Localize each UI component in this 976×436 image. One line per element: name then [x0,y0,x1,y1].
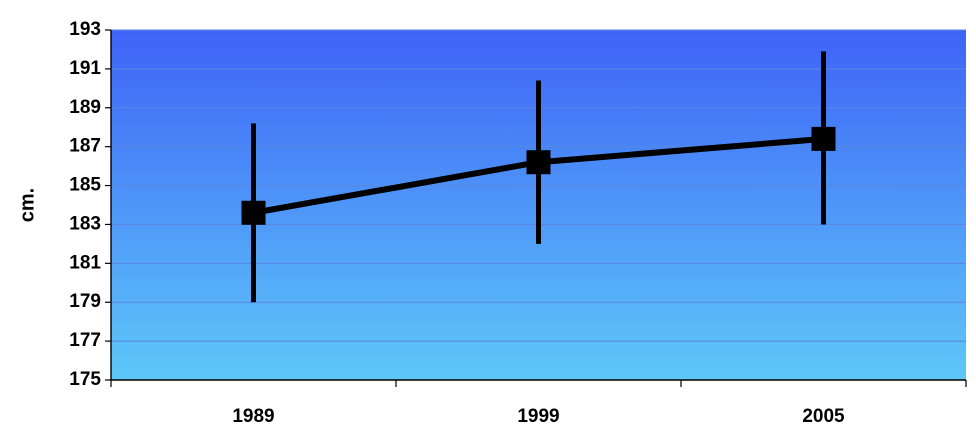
y-tick-label-185: 185 [69,175,101,196]
x-tick-label-1989: 1989 [232,406,274,427]
y-tick-label-179: 179 [69,291,101,312]
data-markers [241,126,836,225]
data-point-1989 [241,200,266,225]
x-tick-label-1999: 1999 [517,406,559,427]
y-tick-label-183: 183 [69,213,101,234]
data-point-2005 [811,126,836,151]
x-tick-labels: 1989 1999 2005 [232,406,845,427]
y-tick-label-181: 181 [69,252,101,273]
y-axis-title: cm. [16,188,38,222]
y-tick-label-189: 189 [69,97,101,118]
y-tick-label-193: 193 [69,19,101,40]
axes [105,29,967,387]
data-point-1999 [526,150,551,175]
y-tick-label-175: 175 [69,369,101,390]
y-tick-label-187: 187 [69,136,101,157]
x-tick-label-2005: 2005 [802,406,845,427]
y-tick-label-177: 177 [69,330,101,351]
y-tick-labels: 175 177 179 181 183 185 187 189 191 193 [69,19,101,390]
y-tick-label-191: 191 [69,58,101,79]
